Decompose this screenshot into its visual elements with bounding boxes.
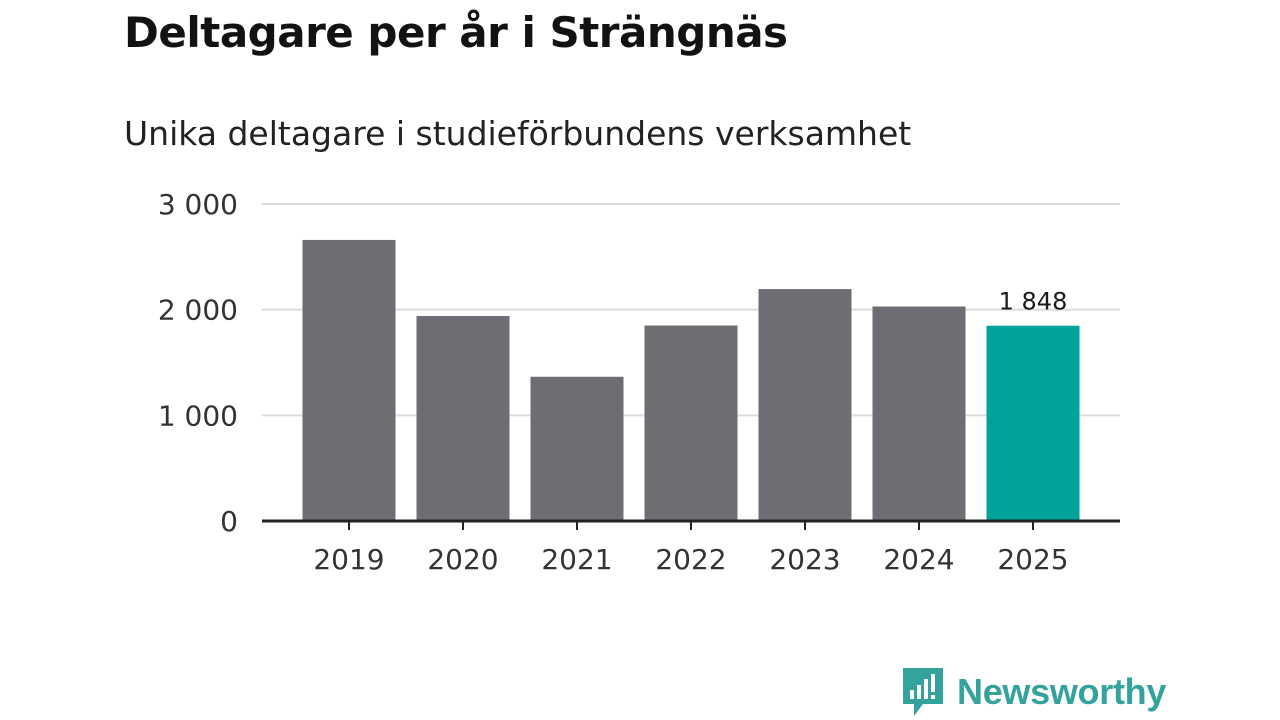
x-tick-label: 2024: [883, 543, 954, 576]
x-tick-label: 2019: [313, 543, 384, 576]
bar-2021: [530, 376, 624, 521]
y-tick-label: 3 000: [158, 188, 238, 221]
newsworthy-logo-icon: [903, 668, 943, 716]
x-tick-label: 2023: [769, 543, 840, 576]
brand-name: Newsworthy: [957, 671, 1167, 712]
bar-2022: [644, 325, 738, 521]
x-tick-label: 2022: [655, 543, 726, 576]
y-tick-label: 1 000: [158, 399, 238, 432]
bar-2019: [302, 239, 396, 521]
chart-subtitle: Unika deltagare i studieförbundens verks…: [124, 114, 912, 153]
bar-2024: [872, 306, 966, 521]
x-tick-label: 2020: [427, 543, 498, 576]
brand-logo: Newsworthy: [903, 668, 1166, 716]
data-label-2025: 1 848: [999, 288, 1068, 316]
y-tick-label: 0: [220, 505, 238, 538]
y-tick-label: 2 000: [158, 294, 238, 327]
chart-title: Deltagare per år i Strängnäs: [124, 8, 788, 57]
bar-2023: [758, 289, 852, 521]
bar-2020: [416, 316, 510, 521]
bar-2025: [986, 325, 1080, 521]
x-tick-label: 2021: [541, 543, 612, 576]
x-tick-label: 2025: [997, 543, 1068, 576]
